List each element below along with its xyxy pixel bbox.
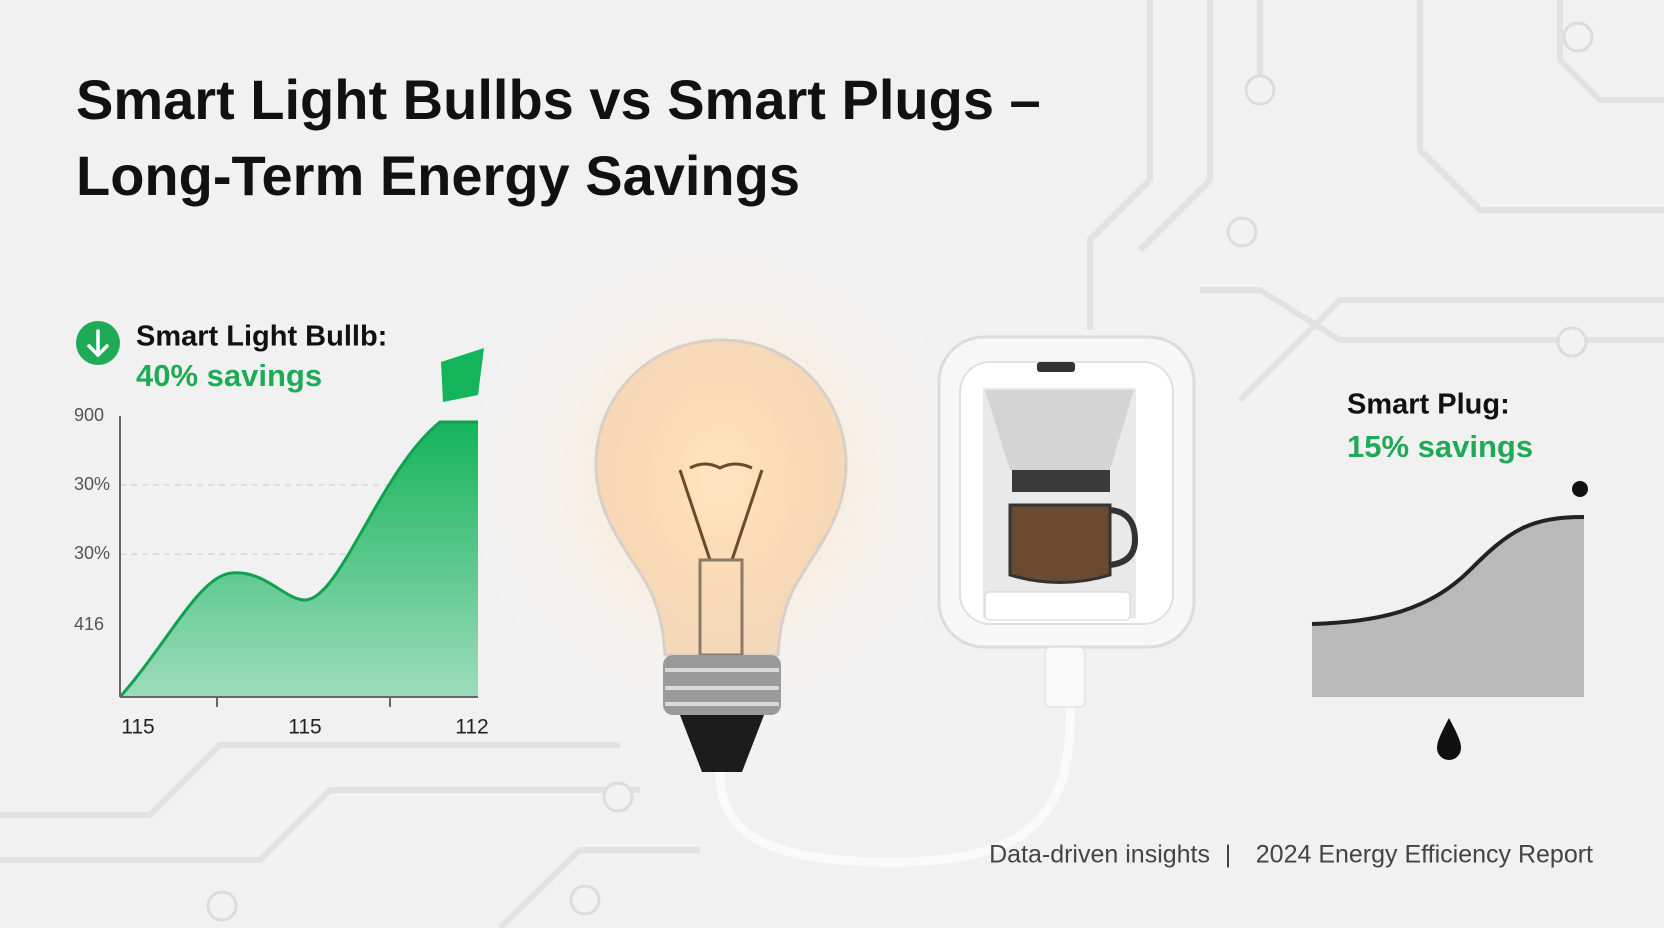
title-line: Smart Light Bullbs vs Smart Plugs – <box>76 68 1041 131</box>
y-tick-label: 30% <box>74 543 110 563</box>
footer-text: Data-driven insights <box>989 841 1210 869</box>
bulb-label: Smart Light Bullb: <box>136 321 387 353</box>
y-tick-label: 30% <box>74 474 110 494</box>
x-tick-label: 112 <box>455 716 488 739</box>
plug-label: Smart Plug: <box>1347 389 1510 421</box>
savings-area <box>120 422 478 697</box>
plug-chart <box>1311 481 1588 760</box>
y-tick-label: 416 <box>74 614 104 634</box>
light-bulb <box>594 338 1075 867</box>
title-line: Long-Term Energy Savings <box>76 144 800 207</box>
bulb-savings: 40% savings <box>136 358 322 393</box>
y-tick-label: 900 <box>74 405 104 425</box>
smart-plug <box>937 335 1196 708</box>
bulb-chart: 900 30% 30% 416 115 115 112 <box>74 348 489 739</box>
flag <box>441 348 484 402</box>
plug-savings: 15% savings <box>1347 429 1533 464</box>
x-tick-label: 115 <box>121 716 154 739</box>
savings-line <box>118 420 478 698</box>
footer-text: 2024 Energy Efficiency Report <box>1256 841 1593 869</box>
x-tick-label: 115 <box>288 716 321 739</box>
footer-separator: | <box>1225 841 1232 869</box>
down-arrow <box>87 329 109 358</box>
